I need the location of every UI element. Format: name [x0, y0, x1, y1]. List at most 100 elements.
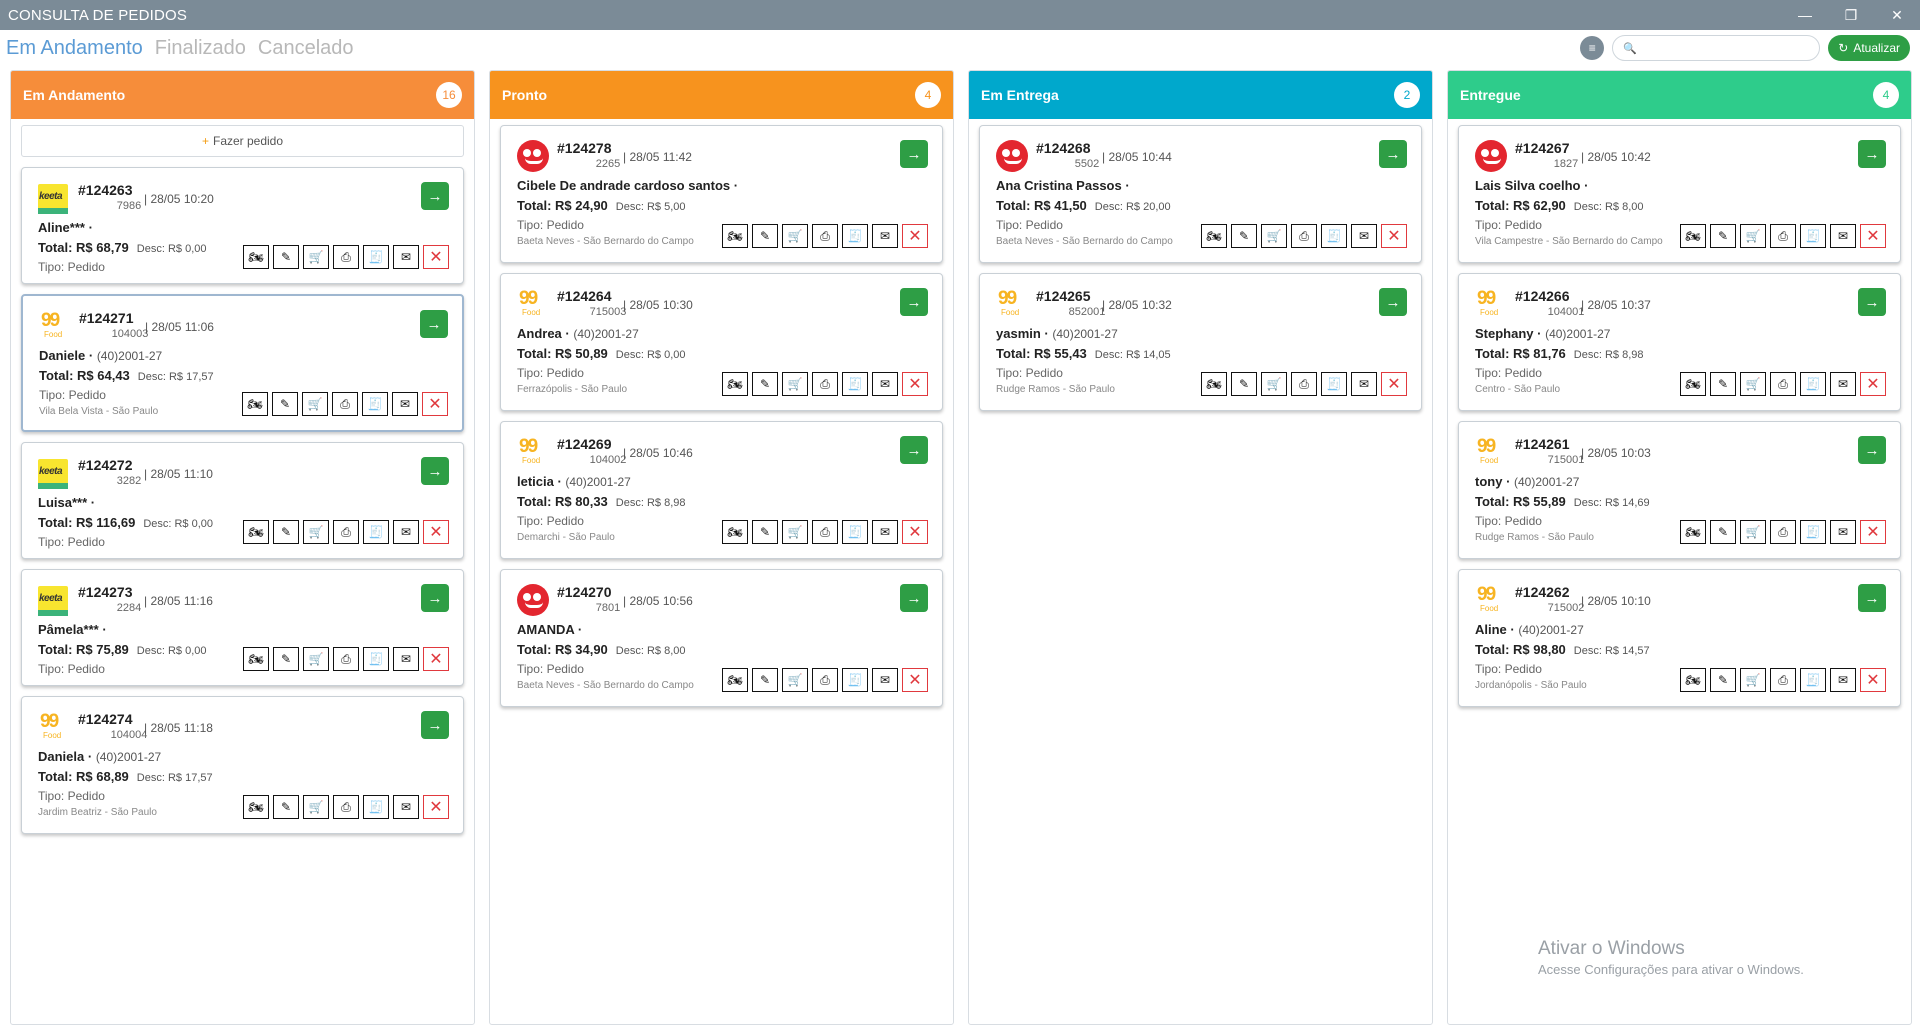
cart-icon[interactable]: 🛒: [1740, 668, 1766, 692]
cart-icon[interactable]: 🛒: [1740, 224, 1766, 248]
edit-icon[interactable]: ✎: [1231, 372, 1257, 396]
advance-arrow-icon[interactable]: →: [1858, 436, 1886, 464]
delivery-moto-icon[interactable]: 🏍: [1201, 224, 1227, 248]
edit-icon[interactable]: ✎: [1710, 520, 1736, 544]
mail-icon[interactable]: ✉: [393, 647, 419, 671]
receipt-icon[interactable]: 🧾: [842, 224, 868, 248]
receipt-icon[interactable]: 🧾: [363, 795, 389, 819]
receipt-icon[interactable]: 🧾: [842, 372, 868, 396]
advance-arrow-icon[interactable]: →: [421, 182, 449, 210]
mail-icon[interactable]: ✉: [393, 520, 419, 544]
advance-arrow-icon[interactable]: →: [421, 457, 449, 485]
edit-icon[interactable]: ✎: [752, 668, 778, 692]
receipt-icon[interactable]: 🧾: [363, 520, 389, 544]
edit-icon[interactable]: ✎: [752, 224, 778, 248]
advance-arrow-icon[interactable]: →: [421, 711, 449, 739]
delivery-moto-icon[interactable]: 🏍: [1680, 668, 1706, 692]
edit-icon[interactable]: ✎: [273, 795, 299, 819]
order-card[interactable]: #124267 1827 | 28/05 10:42 → Lais Silva coel…: [1458, 125, 1901, 263]
advance-arrow-icon[interactable]: →: [421, 584, 449, 612]
order-card[interactable]: 99 Food #124265 852001 | 28/05 10:32 → yasmin …: [979, 273, 1422, 411]
cart-icon[interactable]: 🛒: [303, 245, 329, 269]
mail-icon[interactable]: ✉: [393, 795, 419, 819]
order-card[interactable]: 99 Food #124262 715002 | 28/05 10:10 → Aline ·…: [1458, 569, 1901, 707]
delivery-moto-icon[interactable]: 🏍: [722, 668, 748, 692]
edit-icon[interactable]: ✎: [752, 372, 778, 396]
delete-icon[interactable]: ✕: [423, 520, 449, 544]
delete-icon[interactable]: ✕: [1381, 372, 1407, 396]
delivery-moto-icon[interactable]: 🏍: [722, 372, 748, 396]
cart-icon[interactable]: 🛒: [1261, 372, 1287, 396]
mail-icon[interactable]: ✉: [872, 372, 898, 396]
print-icon[interactable]: ⎙: [333, 520, 359, 544]
order-card[interactable]: 99 Food #124266 104001 | 28/05 10:37 → Stephan…: [1458, 273, 1901, 411]
delivery-moto-icon[interactable]: 🏍: [243, 795, 269, 819]
delete-icon[interactable]: ✕: [902, 224, 928, 248]
cart-icon[interactable]: 🛒: [303, 647, 329, 671]
cart-icon[interactable]: 🛒: [782, 372, 808, 396]
mail-icon[interactable]: ✉: [1830, 224, 1856, 248]
order-card[interactable]: keeta #124263 7986 | 28/05 10:20 → Aline*** ·…: [21, 167, 464, 284]
cart-icon[interactable]: 🛒: [1740, 372, 1766, 396]
order-card[interactable]: #124278 2265 | 28/05 11:42 → Cibele De andra…: [500, 125, 943, 263]
cart-icon[interactable]: 🛒: [303, 795, 329, 819]
receipt-icon[interactable]: 🧾: [1800, 520, 1826, 544]
edit-icon[interactable]: ✎: [273, 520, 299, 544]
receipt-icon[interactable]: 🧾: [1800, 224, 1826, 248]
cart-icon[interactable]: 🛒: [782, 668, 808, 692]
print-icon[interactable]: ⎙: [812, 224, 838, 248]
mail-icon[interactable]: ✉: [872, 668, 898, 692]
edit-icon[interactable]: ✎: [1710, 372, 1736, 396]
cart-icon[interactable]: 🛒: [302, 392, 328, 416]
delivery-moto-icon[interactable]: 🏍: [242, 392, 268, 416]
delete-icon[interactable]: ✕: [422, 392, 448, 416]
receipt-icon[interactable]: 🧾: [1321, 372, 1347, 396]
receipt-icon[interactable]: 🧾: [363, 647, 389, 671]
receipt-icon[interactable]: 🧾: [362, 392, 388, 416]
delivery-moto-icon[interactable]: 🏍: [722, 520, 748, 544]
delivery-moto-icon[interactable]: 🏍: [1680, 520, 1706, 544]
order-card[interactable]: 99 Food #124274 104004 | 28/05 11:18 → Daniela…: [21, 696, 464, 834]
receipt-icon[interactable]: 🧾: [842, 520, 868, 544]
advance-arrow-icon[interactable]: →: [1379, 288, 1407, 316]
close-icon[interactable]: ✕: [1891, 6, 1903, 23]
edit-icon[interactable]: ✎: [752, 520, 778, 544]
receipt-icon[interactable]: 🧾: [1800, 668, 1826, 692]
edit-icon[interactable]: ✎: [273, 245, 299, 269]
receipt-icon[interactable]: 🧾: [842, 668, 868, 692]
advance-arrow-icon[interactable]: →: [900, 288, 928, 316]
receipt-icon[interactable]: 🧾: [1800, 372, 1826, 396]
tab-finalizado[interactable]: Finalizado: [154, 36, 246, 59]
edit-icon[interactable]: ✎: [1231, 224, 1257, 248]
edit-icon[interactable]: ✎: [1710, 668, 1736, 692]
delivery-moto-icon[interactable]: 🏍: [1680, 224, 1706, 248]
menu-icon[interactable]: ≡: [1580, 36, 1605, 60]
advance-arrow-icon[interactable]: →: [1379, 140, 1407, 168]
advance-arrow-icon[interactable]: →: [900, 140, 928, 168]
advance-arrow-icon[interactable]: →: [420, 310, 448, 338]
delete-icon[interactable]: ✕: [423, 647, 449, 671]
print-icon[interactable]: ⎙: [333, 245, 359, 269]
delivery-moto-icon[interactable]: 🏍: [722, 224, 748, 248]
order-card[interactable]: 99 Food #124261 715001 | 28/05 10:03 → tony · …: [1458, 421, 1901, 559]
print-icon[interactable]: ⎙: [333, 795, 359, 819]
delivery-moto-icon[interactable]: 🏍: [243, 647, 269, 671]
order-card[interactable]: 99 Food #124264 715003 | 28/05 10:30 → Andrea …: [500, 273, 943, 411]
order-card[interactable]: #124268 5502 | 28/05 10:44 → Ana Cristina Pa…: [979, 125, 1422, 263]
advance-arrow-icon[interactable]: →: [900, 584, 928, 612]
delete-icon[interactable]: ✕: [423, 795, 449, 819]
restore-icon[interactable]: ❐: [1844, 6, 1858, 23]
delivery-moto-icon[interactable]: 🏍: [243, 245, 269, 269]
refresh-button[interactable]: ↻ Atualizar: [1828, 35, 1910, 61]
delete-icon[interactable]: ✕: [1860, 372, 1886, 396]
print-icon[interactable]: ⎙: [812, 520, 838, 544]
print-icon[interactable]: ⎙: [1770, 372, 1796, 396]
receipt-icon[interactable]: 🧾: [1321, 224, 1347, 248]
delivery-moto-icon[interactable]: 🏍: [1680, 372, 1706, 396]
mail-icon[interactable]: ✉: [393, 245, 419, 269]
advance-arrow-icon[interactable]: →: [1858, 140, 1886, 168]
order-card[interactable]: keeta #124272 3282 | 28/05 11:10 → Luisa*** ·…: [21, 442, 464, 559]
order-card[interactable]: 99 Food #124271 104003 | 28/05 11:06 → Daniele…: [21, 294, 464, 432]
receipt-icon[interactable]: 🧾: [363, 245, 389, 269]
mail-icon[interactable]: ✉: [1351, 224, 1377, 248]
